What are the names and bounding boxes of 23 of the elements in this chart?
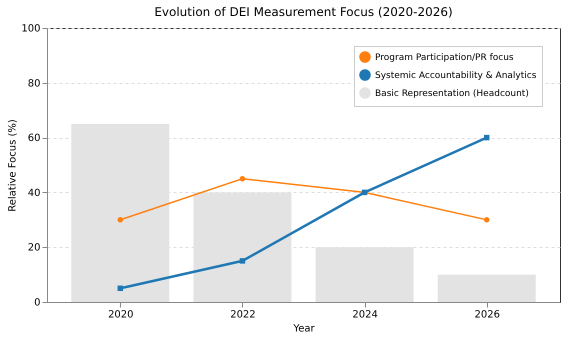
- point: [484, 134, 490, 140]
- x-tick-label: 2024: [352, 310, 378, 320]
- chart-title: Evolution of DEI Measurement Focus (2020-2026): [154, 5, 453, 19]
- x-tick-label: 2026: [474, 310, 500, 320]
- legend-label: Basic Representation (Headcount): [375, 89, 529, 99]
- point: [484, 217, 490, 223]
- y-tick-label: 20: [28, 242, 40, 254]
- y-tick-label: 100: [21, 24, 40, 34]
- y-axis-title: Relative Focus (%): [7, 119, 18, 212]
- point: [240, 258, 246, 264]
- y-tick-label: 0: [34, 298, 40, 308]
- point: [240, 176, 246, 182]
- x-tick-label: 2022: [230, 310, 256, 320]
- x-tick-label: 2020: [108, 310, 134, 320]
- y-tick-label: 60: [28, 133, 40, 144]
- legend-label: Systemic Accountability & Analytics: [375, 71, 537, 81]
- bar: [438, 274, 536, 302]
- y-tick-label: 40: [28, 188, 40, 199]
- point: [118, 217, 124, 223]
- point: [118, 286, 124, 292]
- legend-label: Program Participation/PR focus: [375, 53, 514, 63]
- x-axis-title: Year: [292, 324, 316, 334]
- y-tick-label: 80: [28, 78, 40, 90]
